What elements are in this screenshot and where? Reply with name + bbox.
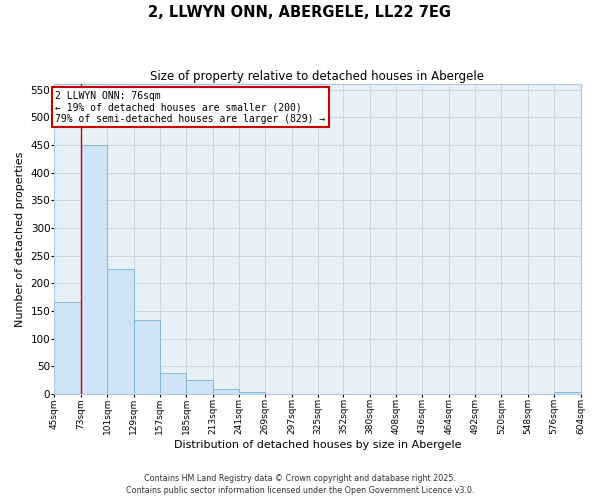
X-axis label: Distribution of detached houses by size in Abergele: Distribution of detached houses by size …	[174, 440, 461, 450]
Text: 2, LLWYN ONN, ABERGELE, LL22 7EG: 2, LLWYN ONN, ABERGELE, LL22 7EG	[149, 5, 452, 20]
Bar	[160, 373, 186, 394]
Bar	[186, 380, 212, 394]
Bar	[107, 270, 134, 394]
Title: Size of property relative to detached houses in Abergele: Size of property relative to detached ho…	[151, 70, 484, 83]
Y-axis label: Number of detached properties: Number of detached properties	[15, 152, 25, 326]
Bar	[554, 392, 581, 394]
Bar	[212, 389, 239, 394]
Bar	[134, 320, 160, 394]
Text: Contains HM Land Registry data © Crown copyright and database right 2025.
Contai: Contains HM Land Registry data © Crown c…	[126, 474, 474, 495]
Bar	[55, 302, 81, 394]
Bar	[81, 145, 107, 394]
Bar	[239, 392, 265, 394]
Text: 2 LLWYN ONN: 76sqm
← 19% of detached houses are smaller (200)
79% of semi-detach: 2 LLWYN ONN: 76sqm ← 19% of detached hou…	[55, 91, 326, 124]
